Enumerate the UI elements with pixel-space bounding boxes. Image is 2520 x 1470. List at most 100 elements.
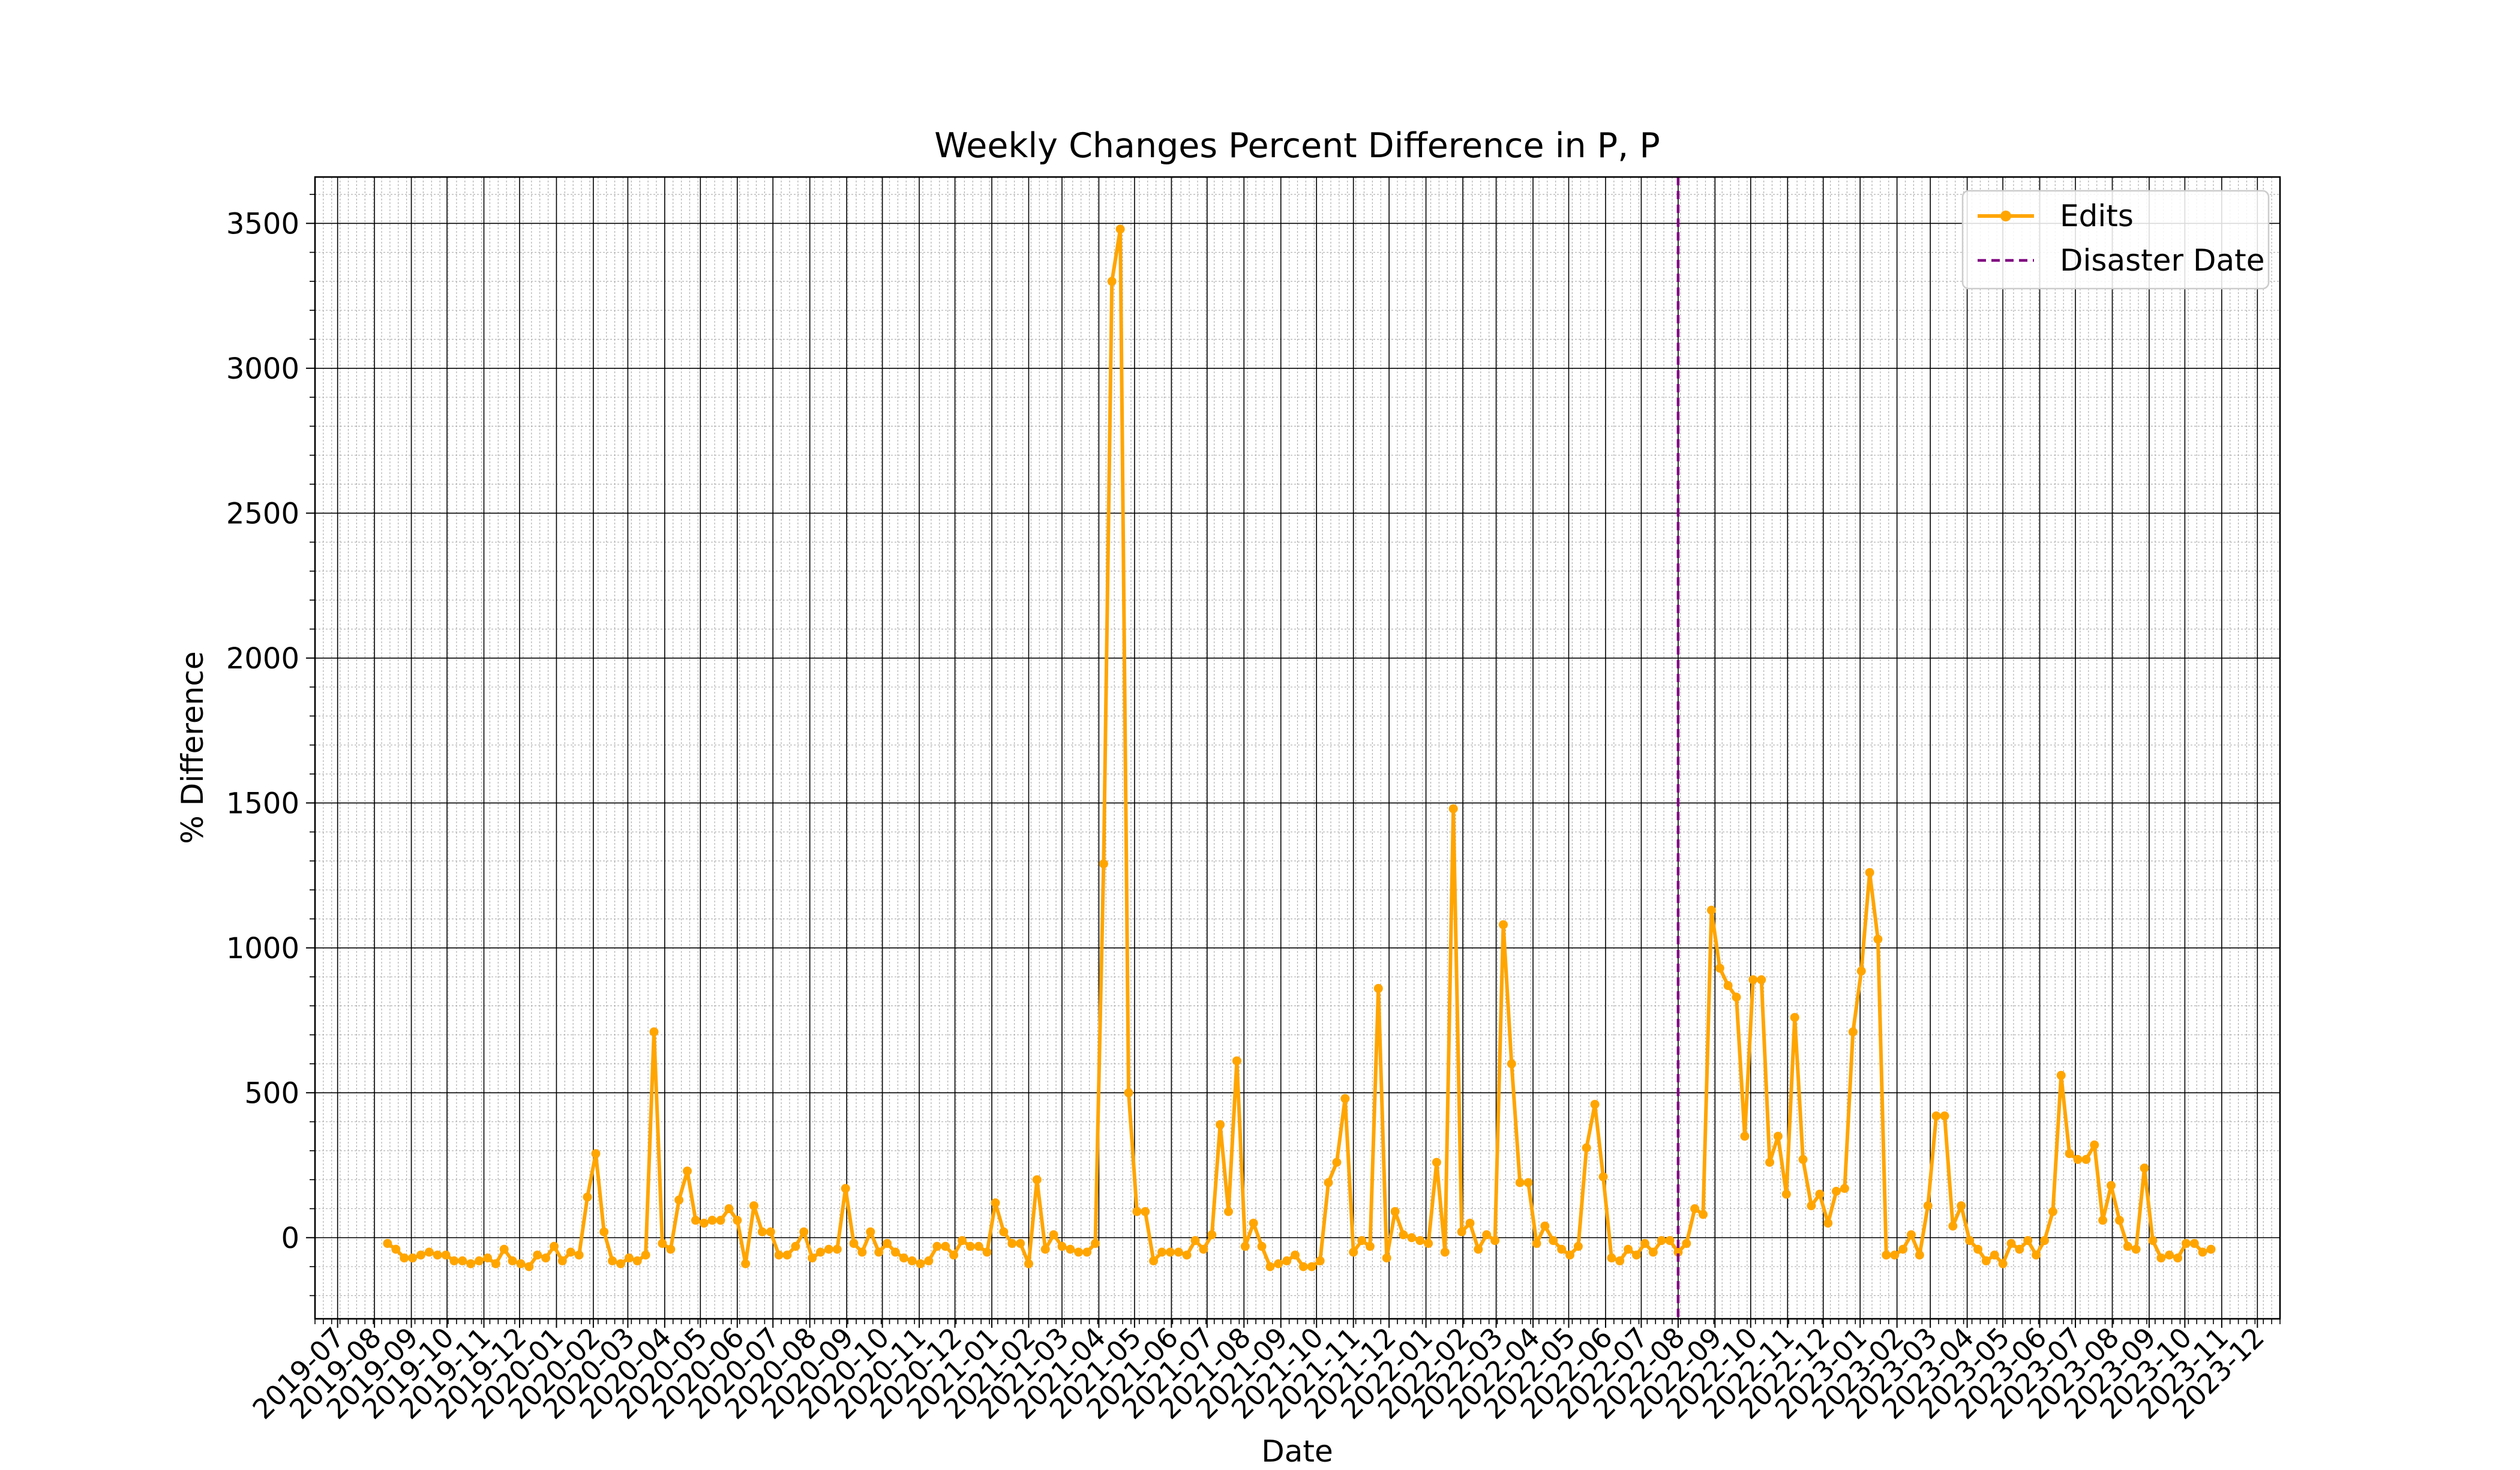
edits-data-point (849, 1238, 859, 1248)
edits-data-point (1940, 1111, 1949, 1121)
edits-data-point (424, 1247, 434, 1257)
edits-data-point (1149, 1256, 1159, 1265)
edits-data-point (749, 1201, 758, 1211)
edits-data-point (391, 1244, 401, 1254)
edits-data-point (533, 1250, 542, 1260)
edits-data-point (2140, 1163, 2149, 1173)
edits-data-point (1024, 1259, 1033, 1268)
edits-data-point (2148, 1236, 2158, 1246)
edits-data-point (1415, 1236, 1425, 1246)
edits-data-point (1324, 1178, 1333, 1187)
edits-data-point (1640, 1238, 1649, 1248)
edits-data-point (1007, 1238, 1017, 1248)
edits-data-point (1349, 1247, 1358, 1257)
edits-data-point (1557, 1244, 1567, 1254)
edits-data-point (1265, 1262, 1275, 1271)
edits-data-point (707, 1216, 717, 1225)
edits-data-point (2090, 1140, 2099, 1150)
edits-data-point (1765, 1157, 1774, 1167)
edits-data-point (1898, 1244, 1908, 1254)
legend: Edits Disaster Date (1961, 190, 2270, 290)
edits-data-point (1931, 1111, 1941, 1121)
edits-data-point (699, 1219, 709, 1228)
edits-data-point (1240, 1241, 1250, 1251)
edits-data-point (916, 1259, 925, 1268)
edits-data-point (1856, 966, 1866, 976)
edits-data-point (799, 1227, 809, 1237)
edits-data-point (1865, 868, 1874, 877)
edits-data-point (907, 1256, 917, 1265)
edits-data-point (2048, 1207, 2057, 1216)
edits-data-point (1773, 1132, 1783, 1141)
y-tick-label: 1500 (226, 787, 299, 820)
edits-data-point (2032, 1250, 2041, 1260)
edits-data-point (1832, 1187, 1841, 1196)
edits-data-point (1357, 1236, 1367, 1246)
edits-data-point (741, 1259, 751, 1268)
edits-data-point (383, 1238, 392, 1248)
edits-data-point (782, 1250, 792, 1260)
edits-data-point (999, 1227, 1009, 1237)
edits-data-point (824, 1244, 833, 1254)
edits-data-point (1965, 1236, 1975, 1246)
edits-data-point (591, 1149, 601, 1159)
edits-data-point (408, 1253, 418, 1263)
edits-data-point (2114, 1216, 2124, 1225)
edits-data-point (2081, 1154, 2091, 1164)
edits-data-point (1482, 1230, 1492, 1240)
legend-edits-marker (2000, 211, 2011, 221)
axis-ticks (306, 194, 2281, 1328)
edits-data-point (2098, 1216, 2108, 1225)
edits-data-point (683, 1166, 692, 1176)
edits-data-point (1407, 1233, 1417, 1243)
edits-data-point (1224, 1207, 1233, 1216)
edits-data-point (1373, 983, 1383, 993)
edits-data-point (1582, 1143, 1591, 1153)
edits-data-point (791, 1241, 800, 1251)
y-tick-label: 0 (281, 1222, 299, 1255)
edits-data-point (1032, 1175, 1042, 1184)
edits-data-point (666, 1244, 676, 1254)
edits-data-point (1157, 1247, 1166, 1257)
edits-data-point (1573, 1241, 1583, 1251)
y-tick-label: 2500 (226, 497, 299, 530)
edits-data-point (2015, 1244, 2024, 1254)
edits-data-point (508, 1256, 517, 1265)
edits-data-point (1440, 1247, 1450, 1257)
edits-data-point (2040, 1236, 2049, 1246)
edits-data-point (1074, 1247, 1084, 1257)
edits-data-point (691, 1216, 700, 1225)
edits-data-point (1282, 1256, 1292, 1265)
edits-data-point (550, 1241, 559, 1251)
edits-data-point (2123, 1241, 2132, 1251)
edits-data-point (1340, 1094, 1350, 1103)
edits-data-point (608, 1256, 617, 1265)
edits-data-point (616, 1259, 625, 1268)
edits-data-point (574, 1250, 584, 1260)
edits-data-point (2131, 1244, 2141, 1254)
edits-data-point (874, 1247, 884, 1257)
edits-data-point (2006, 1238, 2016, 1248)
edits-data-point (483, 1253, 492, 1263)
edits-data-point (774, 1250, 784, 1260)
edits-data-point (1757, 975, 1766, 985)
tick-labels: 2019-072019-082019-092019-102019-112019-… (226, 207, 2270, 1425)
edits-data-point (899, 1253, 908, 1263)
series-layer (383, 177, 2216, 1319)
edits-data-point (649, 1027, 659, 1037)
edits-data-point (1665, 1236, 1675, 1246)
edits-data-point (841, 1184, 850, 1193)
y-tick-label: 3500 (226, 207, 299, 241)
edits-data-point (1499, 920, 1508, 929)
edits-data-point (1465, 1219, 1475, 1228)
edits-data-point (1016, 1238, 1025, 1248)
edits-data-point (1332, 1157, 1342, 1167)
edits-data-point (1706, 905, 1716, 915)
edits-data-point (716, 1216, 725, 1225)
edits-data-point (583, 1192, 592, 1202)
edits-data-point (1915, 1250, 1924, 1260)
edits-data-point (1091, 1238, 1100, 1248)
edits-data-point (1748, 975, 1758, 985)
edits-data-point (541, 1253, 551, 1263)
edits-data-point (1249, 1219, 1258, 1228)
